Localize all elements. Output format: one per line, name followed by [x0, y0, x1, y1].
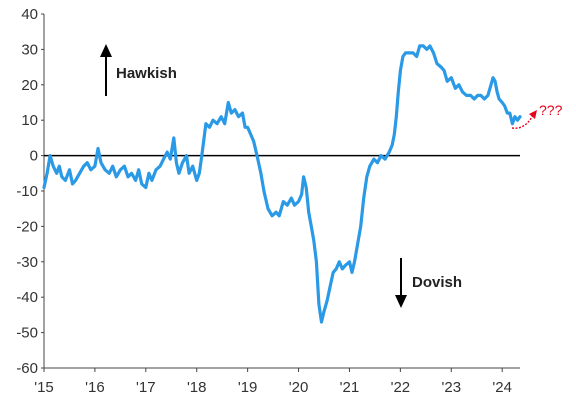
- x-tick-label: '18: [187, 379, 207, 396]
- curved-arrow-head-icon: [529, 110, 537, 119]
- curved-arrow-icon: [511, 114, 534, 129]
- y-tick-label: -50: [16, 325, 38, 342]
- hawkish-annotation: Hawkish: [100, 44, 177, 96]
- y-tick-label: -60: [16, 360, 38, 377]
- y-tick-label: -10: [16, 183, 38, 200]
- x-tick-label: '24: [492, 379, 512, 396]
- dovish-annotation: Dovish: [395, 258, 462, 308]
- y-tick-label: 30: [21, 41, 38, 58]
- x-tick-label: '22: [391, 379, 411, 396]
- y-ticks: 40 30 20 10 0 -10 -20 -30 -40 -50 -60: [16, 6, 44, 377]
- x-tick-label: '23: [441, 379, 461, 396]
- x-tick-label: '19: [238, 379, 258, 396]
- y-tick-label: 40: [21, 6, 38, 23]
- series-line: [42, 44, 522, 324]
- x-tick-label: '17: [136, 379, 156, 396]
- question-label: ???: [539, 102, 563, 118]
- dovish-label: Dovish: [412, 274, 462, 291]
- x-tick-label: '21: [340, 379, 360, 396]
- down-arrow-head-icon: [395, 295, 407, 308]
- y-tick-label: 20: [21, 77, 38, 94]
- x-tick-label: '16: [85, 379, 105, 396]
- question-annotation: ???: [511, 102, 563, 129]
- hawkish-label: Hawkish: [116, 65, 177, 82]
- y-tick-label: 10: [21, 112, 38, 129]
- up-arrow-head-icon: [100, 44, 112, 57]
- x-tick-label: '20: [289, 379, 309, 396]
- y-tick-label: 0: [30, 148, 38, 165]
- y-tick-label: -30: [16, 254, 38, 271]
- y-tick-label: -40: [16, 289, 38, 306]
- x-tick-label: '15: [34, 379, 54, 396]
- y-tick-label: -20: [16, 218, 38, 235]
- x-ticks: '15 '16 '17 '18 '19 '20 '21 '22 '23 '24: [34, 368, 512, 396]
